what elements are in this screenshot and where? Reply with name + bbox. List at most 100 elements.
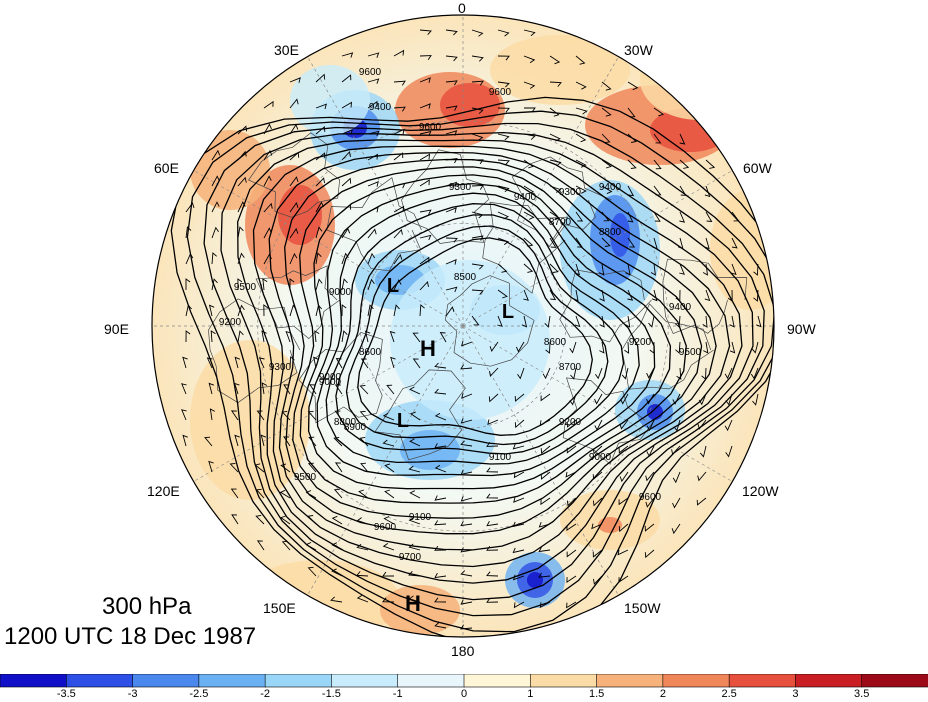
- contour-label: 9100: [409, 512, 432, 523]
- wind-barb: [627, 159, 637, 169]
- wind-barb: [575, 211, 584, 222]
- wind-barb: [601, 159, 612, 169]
- wind-barb: [341, 177, 352, 187]
- height-contour: [345, 225, 609, 446]
- wind-barb: [497, 263, 508, 273]
- contour-label: 9000: [329, 287, 352, 298]
- pressure-centers: L L L H H: [387, 275, 514, 616]
- colorbar-swatch: [0, 674, 68, 688]
- wind-barb: [753, 263, 759, 276]
- wind-barb: [471, 133, 484, 141]
- wind-barb: [751, 341, 759, 354]
- wind-barb: [419, 234, 432, 241]
- wind-barb: [575, 237, 583, 248]
- height-contour: [292, 166, 703, 519]
- wind-barb: [627, 185, 635, 197]
- warm-anomaly-blob: [490, 35, 630, 105]
- wind-barb: [367, 130, 380, 137]
- wind-barb: [599, 341, 605, 354]
- wind-barb: [675, 341, 681, 354]
- meridian-line: [193, 170, 464, 327]
- colorbar-tick-label: -2: [260, 688, 270, 700]
- wind-barb: [419, 153, 431, 161]
- colorbar-tick-label: 3.5: [854, 688, 870, 700]
- meridian-line: [462, 56, 619, 327]
- wind-barb: [409, 386, 421, 395]
- wind-barb: [359, 436, 369, 447]
- wind-barb: [471, 211, 484, 219]
- wind-barb: [382, 543, 395, 551]
- wind-barb: [549, 81, 562, 87]
- wind-barb: [181, 409, 187, 421]
- wind-barb: [575, 55, 586, 65]
- wind-barb: [289, 356, 295, 369]
- contour-label: 9600: [639, 492, 662, 503]
- wind-barb: [289, 151, 300, 161]
- wind-barb: [307, 462, 317, 473]
- wind-barb: [445, 286, 458, 293]
- warm-anomaly-blob: [640, 40, 760, 120]
- wind-barb: [315, 152, 326, 161]
- wind-barb: [185, 278, 191, 290]
- colorbar: [0, 674, 928, 688]
- wind-barb: [648, 315, 655, 328]
- colorbar-swatch: [65, 674, 134, 688]
- wind-barb: [653, 133, 662, 144]
- wind-barb: [367, 100, 378, 109]
- wind-barb: [618, 445, 629, 454]
- wind-barb: [471, 80, 484, 86]
- wind-barb: [575, 159, 587, 168]
- wind-barb: [280, 515, 291, 525]
- lon-label-30w: 30W: [624, 42, 653, 58]
- wind-barb: [254, 463, 265, 473]
- wind-barb: [367, 153, 379, 161]
- wind-barb: [445, 29, 458, 36]
- wind-barb: [486, 571, 499, 577]
- height-contour: [325, 203, 640, 465]
- wind-barb: [367, 278, 375, 291]
- height-contour: [186, 110, 774, 633]
- wind-barb: [497, 133, 510, 141]
- wind-barb: [512, 574, 525, 581]
- coastline-path: [326, 177, 422, 272]
- wind-barb: [545, 341, 551, 354]
- wind-barb: [523, 133, 536, 140]
- colorbar-tick-label: 0: [460, 688, 468, 700]
- wind-barb: [619, 419, 629, 430]
- wind-barb: [315, 125, 326, 135]
- colorbar-tick-label: 2: [659, 688, 666, 700]
- wind-barb: [256, 540, 265, 551]
- height-contour: [316, 192, 656, 477]
- wind-barb: [412, 332, 421, 343]
- wind-barb: [263, 175, 272, 187]
- wind-barb: [523, 107, 536, 113]
- wind-barb: [263, 202, 273, 213]
- wind-barb: [260, 434, 267, 447]
- wind-barb: [523, 211, 535, 220]
- wind-barb: [393, 182, 406, 189]
- wind-barb: [315, 278, 323, 291]
- wind-barb: [358, 489, 369, 499]
- colorbar-swatch: [331, 674, 399, 688]
- wind-barb: [573, 289, 579, 302]
- wind-barb: [540, 445, 551, 455]
- wind-barb: [730, 263, 737, 275]
- height-contour: [299, 174, 687, 504]
- wind-barb: [419, 29, 432, 35]
- wind-barb: [621, 367, 629, 380]
- pressure-center-label: L: [387, 275, 399, 297]
- wind-barb: [471, 159, 484, 165]
- wind-barb: [315, 226, 323, 239]
- wind-barb: [679, 263, 685, 275]
- wind-barb: [565, 471, 577, 478]
- wind-barb: [335, 357, 343, 369]
- wind-barb: [538, 546, 551, 553]
- wind-barb: [617, 549, 629, 556]
- wind-barb: [307, 410, 317, 421]
- wind-barb: [618, 523, 629, 533]
- wind-barb: [356, 571, 369, 577]
- wind-barb: [627, 107, 636, 118]
- pressure-center-label: L: [502, 301, 514, 323]
- contour-label: 9400: [514, 192, 537, 203]
- wind-barb: [333, 488, 343, 499]
